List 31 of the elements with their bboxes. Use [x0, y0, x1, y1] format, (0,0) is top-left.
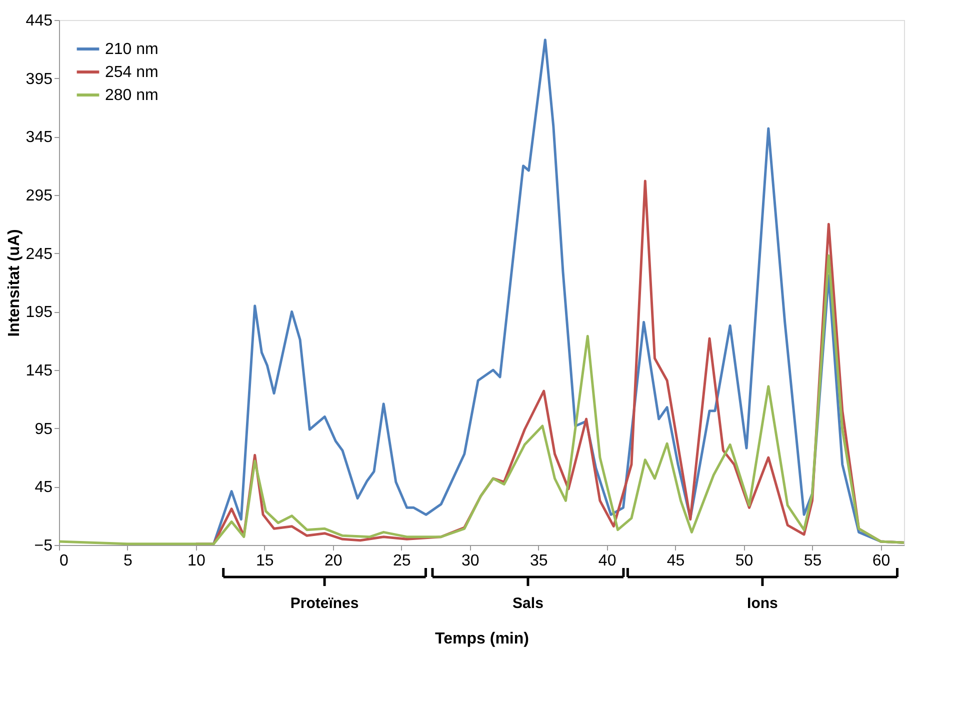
- x-tick-label: 55: [804, 552, 822, 570]
- y-tick-label: 45: [34, 479, 53, 496]
- x-tick-label: 30: [461, 552, 480, 570]
- y-tick-label: 295: [26, 188, 53, 204]
- y-tick-label: 95: [34, 420, 53, 438]
- y-tick-label: 245: [26, 246, 53, 263]
- y-tick-label: −5: [34, 538, 53, 554]
- x-tick-label: 20: [324, 552, 342, 570]
- x-axis-title: Temps (min): [435, 630, 529, 648]
- x-tick-label: 15: [256, 552, 274, 570]
- legend-label: 210 nm: [105, 41, 158, 58]
- x-tick-label: 60: [872, 552, 890, 570]
- text: Sals: [512, 595, 544, 612]
- text: Ions: [747, 595, 778, 612]
- x-tick-label: 5: [124, 552, 133, 570]
- y-tick-label: 145: [26, 362, 53, 380]
- x-tick-label: 25: [392, 552, 411, 570]
- y-axis-title: Intensitat (uA): [6, 229, 23, 337]
- x-tick-label: 0: [60, 552, 68, 570]
- x-tick-label: 10: [188, 552, 206, 570]
- x-tick-label: 45: [666, 552, 685, 570]
- y-tick-label: 195: [26, 304, 53, 322]
- legend-label: 280 nm: [105, 87, 158, 104]
- text: Proteïnes: [290, 595, 359, 612]
- x-tick-label: 40: [598, 552, 616, 570]
- legend-label: 254 nm: [105, 64, 158, 81]
- y-tick-label: 345: [26, 129, 53, 146]
- x-tick-label: 50: [735, 552, 754, 570]
- x-tick-label: 35: [530, 552, 548, 570]
- y-tick-label: 395: [26, 70, 53, 88]
- y-tick-label: 445: [26, 12, 53, 30]
